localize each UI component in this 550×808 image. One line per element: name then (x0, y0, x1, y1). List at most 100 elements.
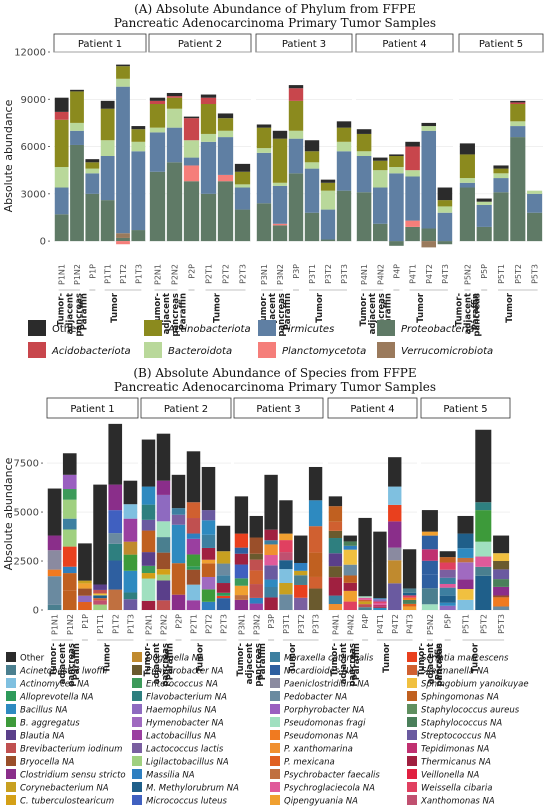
bar-segment (294, 584, 308, 598)
group-label: Tumor (505, 292, 515, 323)
group-label: Tumor (288, 642, 298, 673)
bar-segment (54, 167, 69, 188)
legend-swatch (270, 743, 280, 753)
bar-segment (200, 193, 217, 242)
bar-segment (328, 530, 343, 539)
bar-segment (100, 108, 115, 141)
bar-segment (183, 181, 200, 242)
bar-segment (389, 156, 404, 168)
facet-label: Patient 3 (256, 404, 300, 415)
bar-segment (234, 187, 251, 210)
bar-segment (93, 598, 107, 601)
legend-swatch (407, 665, 417, 675)
legend-swatch (270, 756, 280, 766)
bar-segment (108, 560, 123, 590)
group-label: Tumor (382, 642, 392, 673)
bar-segment (279, 500, 293, 534)
bar-segment (62, 453, 77, 475)
bar-segment (131, 126, 146, 130)
group-label: Tumor- (259, 293, 269, 327)
facet-strip (140, 397, 232, 419)
bar-segment (328, 538, 343, 554)
bar-segment (123, 504, 138, 519)
bar-segment (373, 604, 387, 607)
legend-label: Lactobacillus NA (146, 732, 216, 742)
bar-segment (288, 88, 304, 101)
bar-segment (493, 579, 510, 587)
bar-segment (373, 602, 387, 605)
bar-segment (47, 488, 62, 536)
group-label: Tumor (470, 642, 480, 673)
bar-segment (171, 524, 186, 564)
panel-a-title-line1: (A) Absolute Abundance of Phylum from FF… (134, 2, 416, 16)
bar-segment (216, 551, 231, 564)
sample-label: P5T1 (462, 614, 471, 634)
legend-label: Veillonella NA (421, 771, 479, 781)
bar-segment (156, 494, 171, 522)
bar-segment (459, 143, 475, 155)
legend-swatch (132, 730, 142, 740)
group-label: Tumor- (143, 643, 153, 677)
bar-segment (476, 226, 492, 242)
legend-swatch (6, 652, 16, 662)
bar-segment (186, 569, 201, 585)
bar-segment (328, 604, 343, 610)
group-label: Tumor- (56, 293, 66, 327)
bar-segment (100, 140, 115, 156)
bar-segment (156, 480, 171, 495)
bar-segment (62, 546, 77, 567)
facet-strip (233, 397, 324, 419)
bar-segment (475, 566, 492, 576)
bar-segment (373, 607, 387, 610)
bar-segment (373, 601, 387, 603)
bar-segment (100, 156, 115, 201)
bar-segment (421, 604, 438, 610)
legend-label: Staphylococcus NA (421, 719, 502, 729)
legend-swatch (132, 743, 142, 753)
bar-segment (510, 104, 526, 122)
y-tick-label: 2500 (14, 557, 39, 568)
bar-segment (493, 178, 509, 193)
bar-segment (320, 182, 336, 191)
bar-segment (439, 551, 456, 558)
bar-segment (421, 510, 438, 532)
legend-swatch (407, 704, 417, 714)
bar-segment (186, 502, 201, 519)
legend-label: Skermanella NA (421, 667, 489, 677)
y-tick-label: 7500 (14, 459, 39, 470)
bar-segment (405, 141, 420, 147)
bar-segment (54, 214, 69, 242)
bar-segment (216, 598, 231, 610)
legend-swatch (407, 652, 417, 662)
bar-segment (123, 599, 138, 610)
bar-segment (264, 555, 278, 566)
bar-segment (402, 599, 417, 604)
sample-label: P1T3 (134, 264, 143, 284)
bar-segment (171, 474, 186, 509)
bar-segment (201, 601, 216, 610)
bar-segment (510, 126, 526, 138)
y-tick-label: 12000 (14, 48, 46, 59)
bar-segment (171, 514, 186, 525)
sample-label: P1N1 (51, 614, 60, 635)
bar-segment (171, 594, 186, 610)
facet-label: Patient 1 (70, 404, 114, 415)
bar-segment (123, 570, 138, 593)
bar-segment (78, 543, 92, 581)
bar-segment (156, 600, 171, 610)
bar-segment (272, 130, 288, 139)
bar-segment (308, 576, 323, 589)
bar-segment (171, 508, 186, 515)
legend-label: Actinobacteriota (167, 324, 251, 335)
legend-label: Clostridium sensu stricto (20, 771, 126, 781)
bar-segment (493, 535, 510, 554)
group-label: Tumor (416, 292, 426, 323)
bar-segment (234, 209, 251, 242)
bar-segment (70, 144, 84, 242)
bar-segment (437, 200, 453, 207)
bar-segment (308, 558, 323, 577)
bar-segment (264, 474, 278, 530)
legend-swatch (6, 665, 16, 675)
group-label: adjacent (65, 293, 75, 334)
bar-segment (476, 201, 492, 205)
